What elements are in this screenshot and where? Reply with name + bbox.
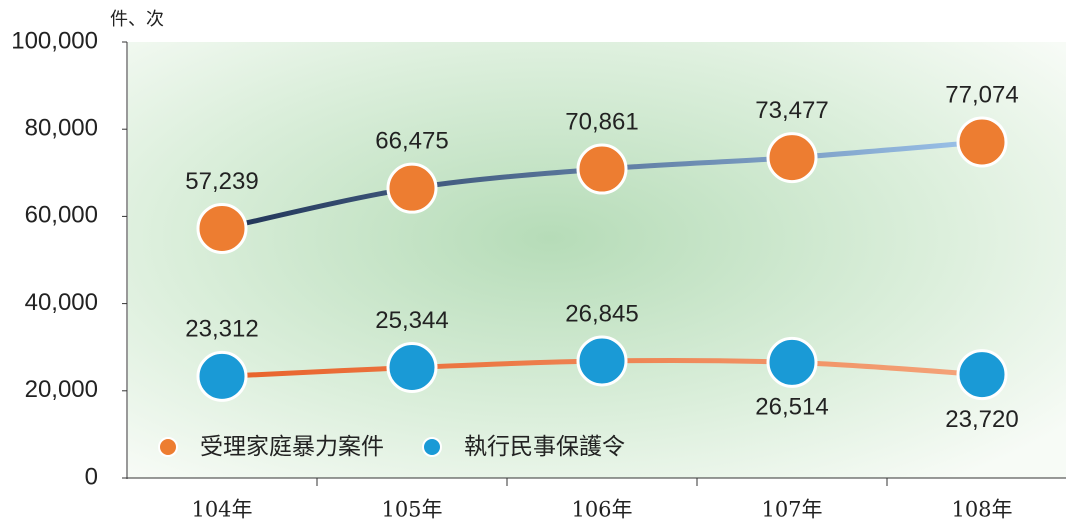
data-label: 70,861 xyxy=(565,108,638,135)
data-point xyxy=(766,132,818,184)
y-tick-label: 60,000 xyxy=(25,202,98,229)
y-tick-label: 100,000 xyxy=(11,27,98,54)
data-point xyxy=(576,143,628,195)
y-tick-label: 80,000 xyxy=(25,115,98,142)
y-tick-label: 20,000 xyxy=(25,376,98,403)
data-point xyxy=(196,202,248,254)
y-tick-label: 0 xyxy=(85,463,98,490)
data-label: 66,475 xyxy=(375,128,448,155)
x-tick-label: 106年 xyxy=(571,498,632,522)
data-label: 77,074 xyxy=(945,81,1018,108)
data-label: 57,239 xyxy=(185,168,258,195)
legend-label: 受理家庭暴力案件 xyxy=(200,434,384,460)
y-tick-label: 40,000 xyxy=(25,289,98,316)
data-point xyxy=(956,349,1008,401)
legend-marker xyxy=(422,437,442,457)
unit-label: 件、次 xyxy=(110,9,164,30)
data-point xyxy=(386,162,438,214)
data-label: 26,845 xyxy=(565,300,638,327)
data-label: 25,344 xyxy=(375,307,448,334)
data-label: 23,720 xyxy=(945,406,1018,433)
data-point xyxy=(766,336,818,388)
x-tick-label: 105年 xyxy=(381,498,442,522)
x-tick-label: 107年 xyxy=(761,498,822,522)
data-point xyxy=(576,335,628,387)
plot-background xyxy=(128,42,1066,478)
x-tick-label: 104年 xyxy=(191,498,252,522)
x-tick-label: 108年 xyxy=(951,498,1012,522)
data-label: 26,514 xyxy=(755,394,828,421)
legend-marker xyxy=(158,437,178,457)
data-point xyxy=(196,350,248,402)
data-point xyxy=(956,116,1008,168)
data-label: 23,312 xyxy=(185,316,258,343)
legend-label: 執行民事保護令 xyxy=(464,434,625,460)
data-label: 73,477 xyxy=(755,97,828,124)
data-point xyxy=(386,342,438,394)
